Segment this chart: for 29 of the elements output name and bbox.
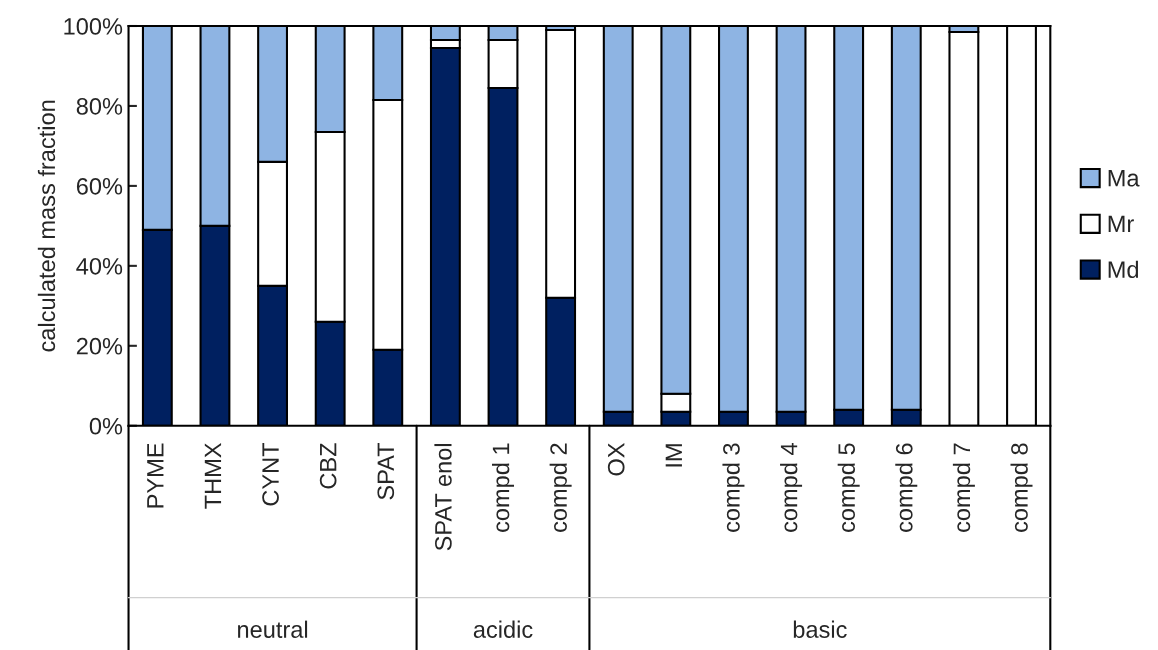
y-tick-label: 0% [89,417,123,435]
x-tick-label: compd 7 [952,443,975,532]
text: neutral [238,620,308,638]
x-tick-label: compd 4 [780,443,803,532]
y-axis-title: calculated mass fraction [37,100,56,352]
x-tick-label: compd 2 [549,443,572,532]
x-tick-label: CYNT [262,442,279,506]
x-tick-label: THMX [204,442,222,509]
legend-label: Md [1108,260,1139,279]
x-tick-label: compd 3 [722,443,745,532]
legend-label: Mr [1108,215,1134,233]
x-tick-label: compd 6 [895,443,918,532]
x-tick-label: SPAT enol [434,443,452,551]
y-tick-label: 80% [76,98,123,115]
text: basic [793,620,847,638]
x-tick-label: compd 5 [837,443,860,532]
legend-label: Ma [1108,170,1140,187]
text: acidic [473,620,533,638]
x-tick-label: OX [607,442,625,476]
y-tick-label: 20% [76,337,123,355]
x-tick-label: compd 8 [1010,443,1033,532]
y-tick-label: 60% [76,177,123,195]
x-tick-label: SPAT [377,442,395,500]
x-tick-label: IM [665,444,682,467]
x-tick-label: PYME [147,443,164,508]
x-tick-label: compd 1 [492,443,515,532]
x-tick-label: CBZ [319,443,337,489]
y-tick-label: 40% [76,257,123,275]
y-tick-label: 100% [64,18,123,35]
